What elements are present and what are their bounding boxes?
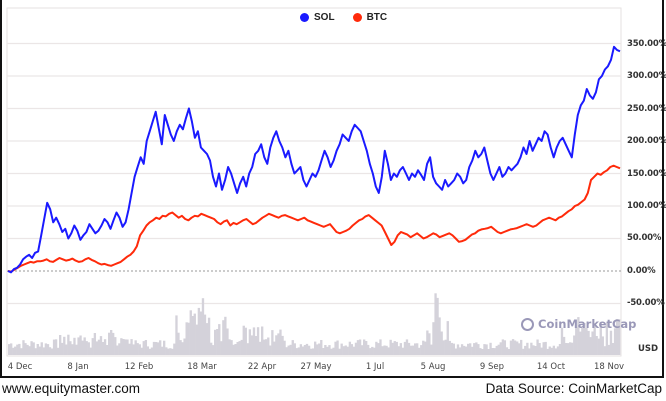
gridlines <box>7 42 621 305</box>
coinmarketcap-logo-icon <box>521 317 534 331</box>
y-tick-150: 150.00% <box>627 169 666 179</box>
footer-source: Data Source: CoinMarketCap <box>485 381 662 396</box>
x-tick: 1 Jul <box>365 362 385 372</box>
y-tick-50: 50.00% <box>627 233 662 243</box>
x-tick: 8 Jan <box>67 362 89 372</box>
chart-frame <box>0 0 664 378</box>
footer-website: www.equitymaster.com <box>2 381 141 396</box>
chart-legend: SOL BTC <box>300 12 387 23</box>
legend-label-sol: SOL <box>314 12 335 23</box>
y-tick-0: 0.00% <box>627 266 656 276</box>
sol-line <box>7 45 621 274</box>
btc-dot-icon <box>352 13 362 22</box>
coinmarketcap-watermark: CoinMarketCap <box>521 317 636 331</box>
x-tick: 4 Dec <box>7 362 33 372</box>
x-tick: 14 Oct <box>536 362 566 372</box>
x-tick: 18 Mar <box>187 362 217 372</box>
x-tick: 9 Sep <box>479 362 505 372</box>
legend-item-sol[interactable]: SOL <box>300 12 335 23</box>
x-tick: 12 Feb <box>124 362 154 372</box>
x-tick: 18 Nov <box>593 362 625 372</box>
watermark-text: CoinMarketCap <box>538 317 637 331</box>
y-tick-100: 100.00% <box>627 201 666 211</box>
currency-label: USD <box>638 344 659 354</box>
volume-bars <box>8 293 621 355</box>
y-tick-neg50: -50.00% <box>627 298 665 308</box>
x-tick: 22 Apr <box>247 362 277 372</box>
btc-line <box>7 164 621 273</box>
legend-label-btc: BTC <box>366 12 388 23</box>
x-tick: 5 Aug <box>420 362 446 372</box>
y-tick-250: 250.00% <box>627 104 666 114</box>
x-tick: 27 May <box>300 362 332 372</box>
plot-border <box>6 7 622 357</box>
legend-item-btc[interactable]: BTC <box>352 12 388 23</box>
y-tick-300: 300.00% <box>627 71 666 81</box>
sol-dot-icon <box>300 13 309 22</box>
y-tick-200: 200.00% <box>627 136 666 146</box>
y-tick-350: 350.00% <box>627 39 666 49</box>
